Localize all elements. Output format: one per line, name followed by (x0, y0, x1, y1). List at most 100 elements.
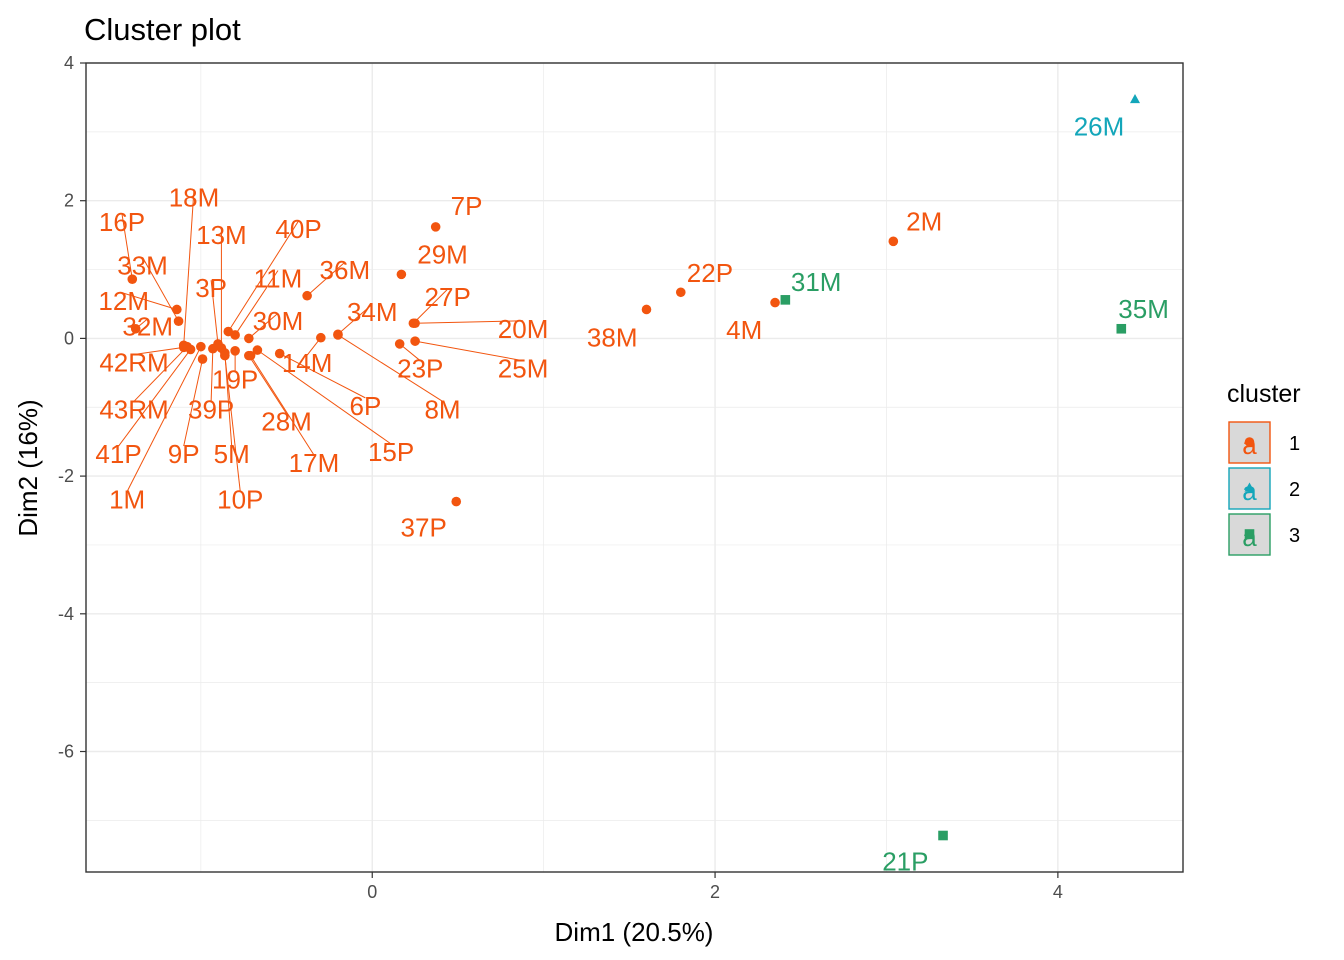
y-tick-label: 2 (64, 191, 74, 211)
data-point (770, 297, 780, 308)
point-label: 28M (261, 407, 312, 437)
data-point (1116, 323, 1127, 334)
legend-key-marker (1244, 529, 1255, 539)
x-axis-title: Dim1 (20.5%) (555, 917, 714, 947)
legend-label: 2 (1289, 479, 1300, 501)
data-point (223, 326, 234, 337)
y-tick-label: -2 (58, 466, 74, 486)
point-label: 41P (95, 439, 141, 469)
data-point (780, 295, 791, 305)
legend: cluster a1a2a3 (1227, 380, 1301, 556)
point-label: 9P (168, 439, 200, 469)
point-label: 38M (587, 323, 638, 353)
point-label: 18M (169, 182, 220, 212)
data-point (208, 343, 218, 354)
point-label: 22P (687, 258, 733, 288)
point-label: 13M (196, 220, 247, 250)
data-point (430, 222, 441, 232)
y-tick-label: -6 (58, 742, 74, 762)
y-tick-label: 4 (64, 53, 74, 73)
leader-line (248, 312, 279, 339)
point-label: 12M (98, 286, 149, 316)
legend-title: cluster (1227, 380, 1301, 408)
point-label: 16P (99, 207, 145, 237)
data-point (394, 339, 405, 349)
x-tick-label: 2 (710, 882, 720, 902)
leader-line (118, 349, 191, 447)
leader-line (257, 349, 392, 445)
data-point (1129, 94, 1141, 104)
point-label: 1M (109, 485, 145, 515)
point-label: 40P (275, 214, 321, 244)
data-point (220, 350, 230, 361)
data-point (316, 332, 326, 343)
point-label: 4M (726, 315, 762, 345)
data-point (127, 274, 138, 284)
data-point (197, 354, 208, 364)
point-label: 36M (320, 255, 371, 285)
leader-line (183, 358, 204, 447)
y-tick-label: -4 (58, 604, 74, 624)
point-label: 30M (253, 306, 304, 336)
leader-line (250, 355, 315, 456)
point-label: 25M (498, 354, 549, 384)
data-point (888, 236, 899, 247)
data-point (252, 345, 263, 355)
point-label: 23P (397, 354, 443, 384)
data-point (185, 344, 196, 355)
panel-border (85, 62, 1184, 873)
axis-ticks: 0 2 4 4 2 0 -2 -4 -6 (58, 53, 1063, 902)
label-leader-lines (118, 189, 524, 492)
leader-line (279, 353, 366, 399)
x-tick-label: 4 (1053, 882, 1063, 902)
leader-line (248, 355, 287, 414)
point-label: 20M (498, 314, 549, 344)
leader-line (121, 213, 133, 280)
leader-line (337, 303, 373, 335)
legend-label: 1 (1289, 433, 1300, 455)
data-point (274, 348, 285, 359)
data-point (938, 830, 948, 841)
leader-line (306, 261, 346, 297)
point-label: 17M (289, 448, 340, 478)
point-label: 32M (122, 312, 173, 342)
point-labels: 26M31M35M21P2M22P4M38M7P29M27P20M25M23P8… (95, 111, 1168, 876)
data-point (244, 333, 254, 344)
grid-lines (86, 62, 1183, 872)
leader-line (126, 346, 202, 492)
data-point (451, 496, 462, 507)
data-point (302, 290, 312, 301)
data-point (173, 316, 184, 326)
legend-label: 3 (1289, 525, 1300, 547)
data-point (675, 287, 686, 298)
leader-line (133, 346, 188, 402)
point-label: 43RM (99, 394, 168, 424)
point-label: 5M (214, 439, 250, 469)
point-label: 37P (401, 513, 447, 543)
point-label: 29M (417, 239, 468, 269)
point-label: 14M (282, 348, 333, 378)
data-point (396, 269, 407, 280)
leader-line (183, 189, 195, 346)
point-label: 10P (217, 485, 263, 515)
point-label: 11M (254, 264, 303, 294)
point-label: 2M (906, 206, 942, 236)
point-label: 3P (195, 273, 227, 303)
leader-line (123, 292, 177, 310)
leader-line (210, 348, 214, 402)
legend-key-marker (1244, 437, 1255, 447)
point-label: 19P (212, 365, 258, 395)
leader-line (415, 340, 524, 362)
point-label: 35M (1118, 294, 1169, 324)
x-tick-label: 0 (367, 882, 377, 902)
point-label: 27P (425, 282, 471, 312)
data-point (130, 323, 141, 334)
data-point (172, 304, 182, 315)
data-point (410, 336, 420, 346)
y-axis-title: Dim2 (16%) (13, 399, 43, 536)
data-point (196, 341, 206, 352)
y-tick-label: 0 (64, 328, 74, 348)
leader-line (234, 270, 279, 336)
data-point (333, 329, 343, 340)
